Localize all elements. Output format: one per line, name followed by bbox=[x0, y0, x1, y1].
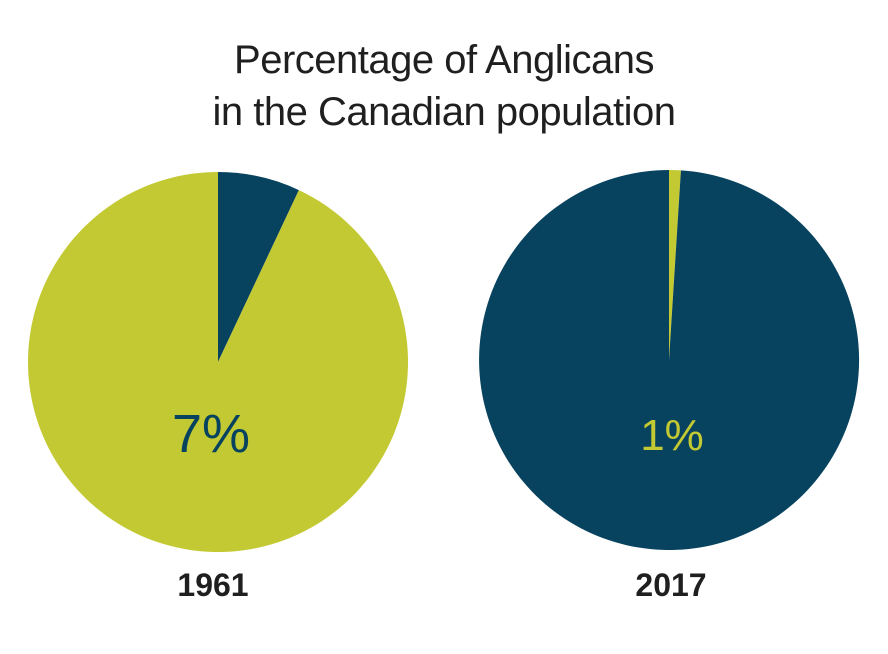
pie-2017-year-label: 2017 bbox=[635, 567, 706, 603]
pie-1961 bbox=[28, 172, 409, 552]
pie-1961-percent-label: 7% bbox=[172, 404, 250, 464]
pie-1961-slice-other bbox=[28, 172, 409, 552]
pie-2017-slice-other bbox=[479, 170, 860, 550]
chart-title: Percentage of Anglicans in the Canadian … bbox=[0, 34, 888, 138]
chart-title-line-1: Percentage of Anglicans bbox=[234, 38, 654, 82]
pie-2017 bbox=[479, 169, 860, 550]
pie-1961-year-label: 1961 bbox=[177, 567, 248, 603]
pie-2017-percent-label: 1% bbox=[640, 411, 704, 460]
chart-title-line-2: in the Canadian population bbox=[212, 90, 676, 134]
pie-1961-slice-anglican bbox=[218, 172, 299, 362]
pie-2017-slice-anglican bbox=[669, 169, 681, 360]
